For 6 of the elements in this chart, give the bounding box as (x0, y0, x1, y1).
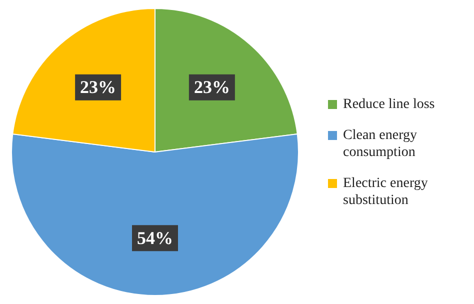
legend-label: Reduce line loss (343, 96, 435, 112)
data-label: 23% (194, 77, 230, 98)
data-label: 23% (80, 77, 116, 98)
legend-label: Clean energy consumption (343, 126, 418, 160)
data-label: 54% (137, 228, 173, 248)
legend-label: Electric energy substitution (343, 174, 429, 208)
